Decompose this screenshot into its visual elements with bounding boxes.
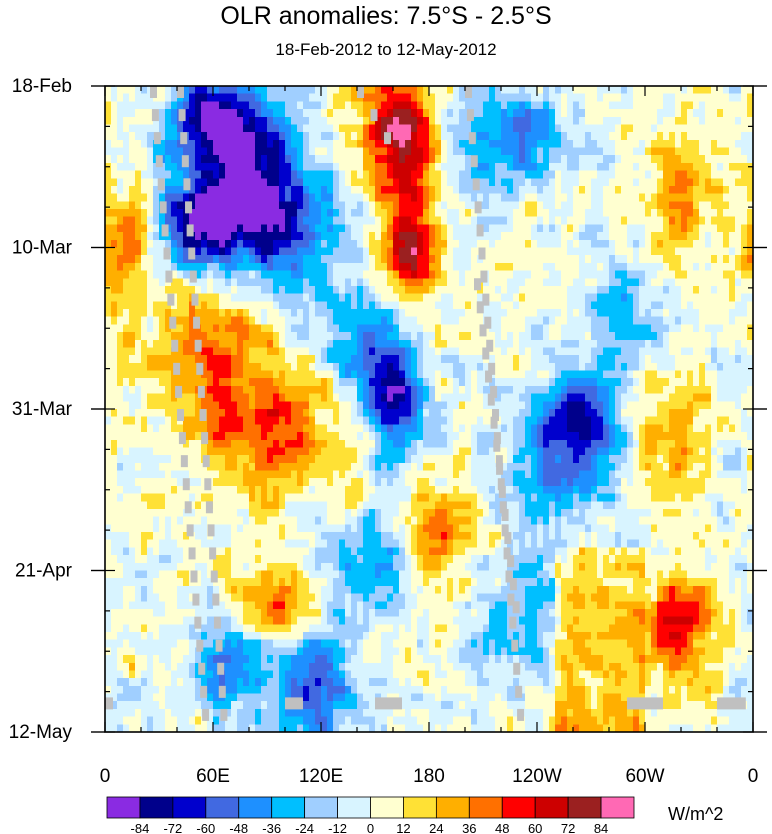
- x-tick-label: 0: [100, 766, 111, 787]
- colorbar-swatch: [304, 796, 338, 819]
- colorbar-tick-label: -84: [131, 821, 150, 834]
- y-tick-label: 18-Feb: [12, 76, 72, 97]
- colorbar-swatch: [600, 796, 635, 819]
- colorbar-units-label: W/m^2: [668, 804, 724, 824]
- colorbar-tick-label: -24: [295, 821, 314, 834]
- x-tick-label: 180: [413, 766, 445, 787]
- x-tick-label: 60W: [625, 766, 664, 787]
- x-tick-label: 120E: [299, 766, 343, 787]
- colorbar-tick-label: 84: [594, 821, 608, 834]
- y-axis: 18-Feb 10-Mar 31-Mar 21-Apr 12-May: [9, 76, 767, 743]
- colorbar-swatch: [205, 796, 240, 819]
- colorbar-tick-label: 36: [462, 821, 476, 834]
- colorbar-tick-label: 12: [396, 821, 410, 834]
- colorbar-tick-label: 60: [528, 821, 542, 834]
- y-tick-label: 21-Apr: [15, 561, 73, 582]
- colorbar-swatch: [337, 796, 371, 819]
- colorbar-swatch: [139, 796, 174, 819]
- y-tick-label: 12-May: [9, 722, 73, 743]
- colorbar-swatch: [238, 796, 273, 819]
- colorbar-tick-label: -72: [163, 821, 182, 834]
- x-axis: 0 60E 120E 180 120W 60W 0: [100, 86, 759, 787]
- colorbar-swatch: [468, 796, 503, 819]
- anomaly-field: [105, 86, 754, 733]
- colorbar-tick-label: -48: [229, 821, 248, 834]
- colorbar: -84 -72 -60 -48 -36 -24 -12 0 12 24 36 48 60 72 84: [106, 796, 635, 834]
- colorbar-swatch: [567, 796, 602, 819]
- colorbar-tick-label: 0: [367, 821, 374, 834]
- colorbar-swatch: [106, 796, 141, 819]
- colorbar-swatch: [435, 796, 470, 819]
- chart-title: OLR anomalies: 7.5°S - 2.5°S: [220, 2, 552, 30]
- colorbar-swatch: [501, 796, 536, 819]
- colorbar-swatch: [403, 796, 437, 819]
- colorbar-swatch: [172, 796, 207, 819]
- colorbar-tick-label: 72: [561, 821, 575, 834]
- y-tick-label: 10-Mar: [12, 238, 73, 259]
- chart-subtitle: 18-Feb-2012 to 12-May-2012: [275, 40, 497, 59]
- y-tick-label: 31-Mar: [12, 399, 73, 420]
- x-tick-label: 0: [748, 766, 759, 787]
- colorbar-swatch: [271, 796, 306, 819]
- colorbar-tick-label: 24: [429, 821, 443, 834]
- colorbar-tick-label: 48: [495, 821, 509, 834]
- colorbar-tick-label: -36: [262, 821, 281, 834]
- colorbar-tick-label: -12: [328, 821, 347, 834]
- x-tick-label: 60E: [196, 766, 230, 787]
- colorbar-swatch: [534, 796, 569, 819]
- colorbar-swatch: [370, 796, 404, 819]
- x-tick-label: 120W: [512, 766, 562, 787]
- colorbar-tick-label: -60: [196, 821, 215, 834]
